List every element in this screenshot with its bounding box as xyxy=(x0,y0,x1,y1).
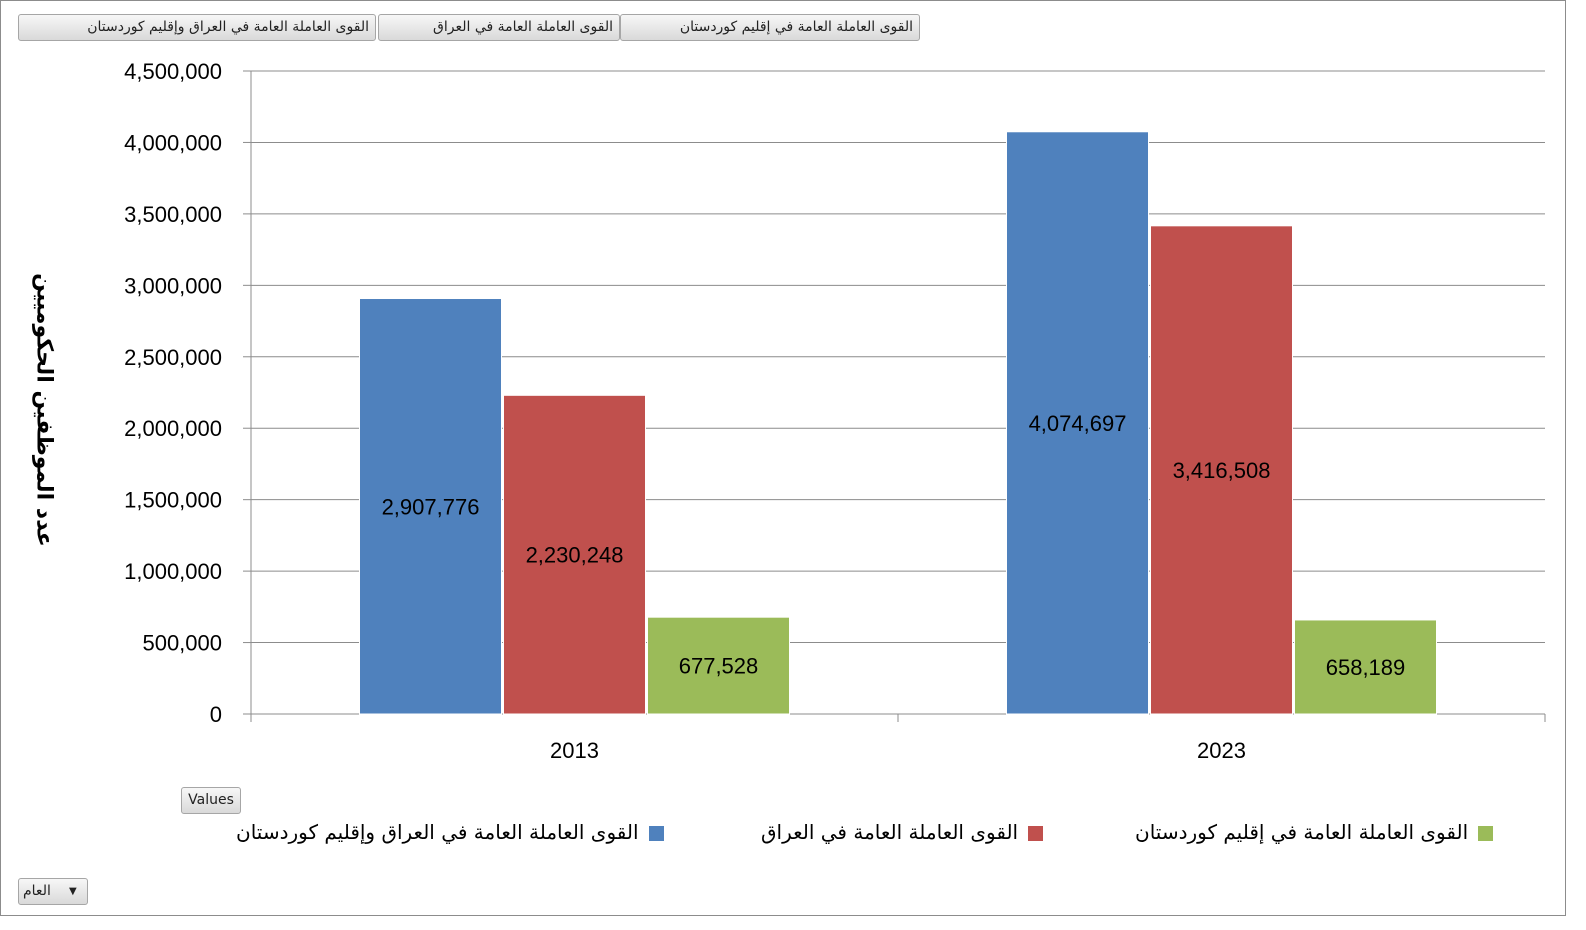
y-tick-label: 2,000,000 xyxy=(124,416,222,441)
pivot-field-button-iraq-kurdistan[interactable]: القوى العاملة العامة في العراق وإقليم كو… xyxy=(18,14,376,41)
legend-label: القوى العاملة العامة في العراق وإقليم كو… xyxy=(236,820,639,844)
y-tick-label: 2,500,000 xyxy=(124,345,222,370)
y-tick-label: 500,000 xyxy=(142,631,222,656)
data-label: 677,528 xyxy=(679,654,759,679)
y-tick-label: 3,500,000 xyxy=(124,202,222,227)
data-label: 2,230,248 xyxy=(526,543,624,568)
values-button[interactable]: Values xyxy=(181,787,241,814)
data-label: 3,416,508 xyxy=(1173,458,1271,483)
year-filter-dropdown[interactable]: العام ▼ xyxy=(18,878,88,905)
data-label: 2,907,776 xyxy=(382,494,480,519)
filter-label: العام xyxy=(23,883,51,899)
bar xyxy=(1006,131,1149,715)
y-tick-label: 1,000,000 xyxy=(124,559,222,584)
legend-item-iraq-kurdistan: القوى العاملة العامة في العراق وإقليم كو… xyxy=(236,820,664,850)
legend-swatch-red xyxy=(1028,826,1044,841)
chart-frame xyxy=(0,0,1566,916)
bar xyxy=(359,298,502,715)
pivot-field-button-kurdistan[interactable]: القوى العاملة العامة في إقليم كوردستان xyxy=(620,14,920,41)
y-tick-label: 4,500,000 xyxy=(124,59,222,84)
data-label: 4,074,697 xyxy=(1029,411,1127,436)
bar xyxy=(1150,225,1293,715)
legend-label: القوى العاملة العامة في العراق xyxy=(761,820,1019,844)
y-tick-label: 4,000,000 xyxy=(124,130,222,155)
legend-item-iraq: القوى العاملة العامة في العراق xyxy=(761,820,1044,850)
bar xyxy=(503,394,646,715)
data-label: 658,189 xyxy=(1326,655,1406,680)
chevron-down-icon: ▼ xyxy=(69,886,77,897)
x-tick-label: 2023 xyxy=(1197,738,1246,763)
legend-label: القوى العاملة العامة في إقليم كوردستان xyxy=(1135,820,1469,844)
legend-item-kurdistan: القوى العاملة العامة في إقليم كوردستان xyxy=(1135,820,1494,850)
bar-chart: 0 500,000 1,000,000 1,500,000 2,000,000 2,500… xyxy=(124,59,1546,763)
y-tick-label: 1,500,000 xyxy=(124,488,222,513)
pivot-field-button-iraq[interactable]: القوى العاملة العامة في العراق xyxy=(378,14,620,41)
x-tick-label: 2013 xyxy=(550,738,599,763)
bar xyxy=(647,616,790,715)
legend-swatch-blue xyxy=(648,826,664,841)
y-tick-label: 3,000,000 xyxy=(124,273,222,298)
y-tick-label: 0 xyxy=(210,702,222,727)
legend-swatch-green xyxy=(1478,826,1494,841)
bar xyxy=(1294,619,1437,715)
